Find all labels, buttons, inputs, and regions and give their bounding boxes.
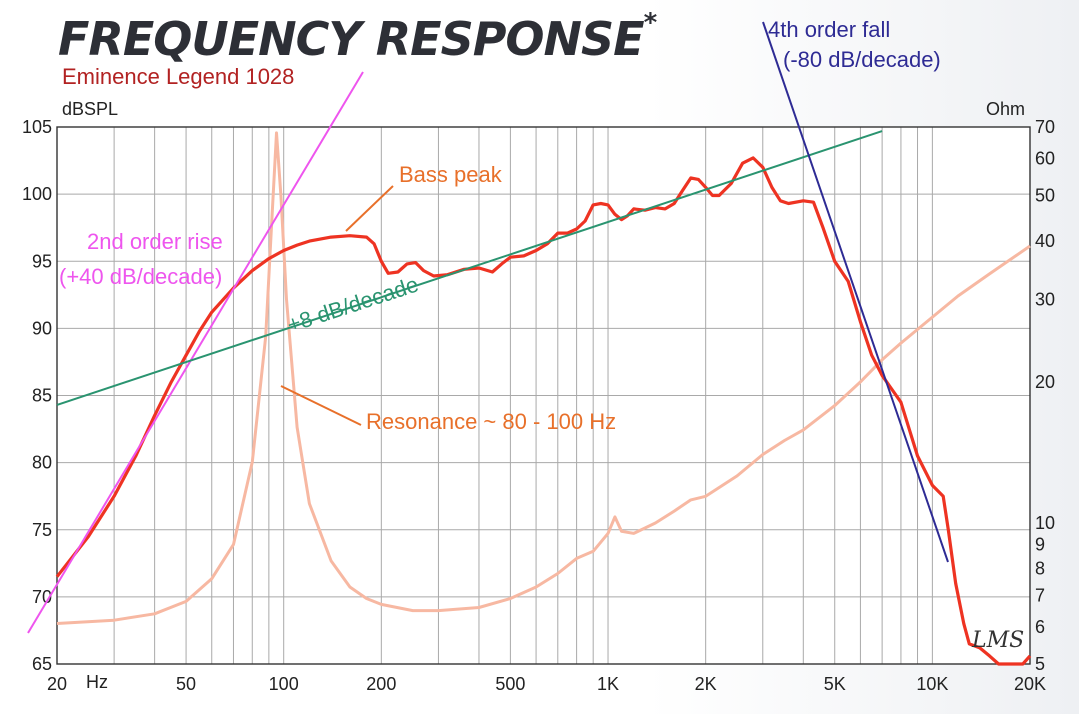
y2-axis-label: Ohm xyxy=(986,99,1026,119)
y-axis-label: dBSPL xyxy=(62,99,119,119)
x-tick-label: 100 xyxy=(269,674,299,694)
y-tick-label: 85 xyxy=(32,386,52,406)
y2-tick-label: 9 xyxy=(1035,534,1045,554)
y2-tick-label: 50 xyxy=(1035,185,1055,205)
y2-tick-label: 5 xyxy=(1035,654,1045,674)
resonance-label: Resonance ~ 80 - 100 Hz xyxy=(366,409,617,434)
impedance-curve xyxy=(56,131,1031,625)
y-tick-label: 105 xyxy=(22,117,52,137)
chart-subtitle: Eminence Legend 1028 xyxy=(62,64,295,89)
bass-peak-label: Bass peak xyxy=(399,162,502,187)
second-order-rise-line xyxy=(27,71,364,634)
bass-peak-leader xyxy=(345,185,394,232)
x-tick-label: 20 xyxy=(47,674,67,694)
y2-tick-label: 8 xyxy=(1035,558,1045,578)
y2-tick-label: 30 xyxy=(1035,289,1055,309)
y2-tick-label: 10 xyxy=(1035,513,1055,533)
y-tick-label: 90 xyxy=(32,318,52,338)
x-tick-label: 50 xyxy=(176,674,196,694)
fourth-order-fall-label: 4th order fall xyxy=(768,17,891,42)
plot-frame xyxy=(56,126,1031,665)
x-axis-unit-label: Hz xyxy=(86,672,108,692)
x-tick-label: 1K xyxy=(597,674,619,694)
y2-tick-label: 20 xyxy=(1035,372,1055,392)
x-tick-label: 500 xyxy=(495,674,525,694)
y-tick-label: 75 xyxy=(32,520,52,540)
x-tick-label: 2K xyxy=(695,674,717,694)
second-order-rise-rate-label: (+40 dB/decade) xyxy=(59,264,223,289)
y2-tick-label: 60 xyxy=(1035,148,1055,168)
y2-tick-label: 6 xyxy=(1035,617,1045,637)
fourth-order-fall-line xyxy=(762,21,949,563)
slope-8db-line xyxy=(56,130,883,406)
y2-tick-label: 40 xyxy=(1035,231,1055,251)
lms-logo: LMS xyxy=(972,628,1025,653)
x-tick-label: 200 xyxy=(366,674,396,694)
y2-tick-label: 70 xyxy=(1035,117,1055,137)
x-tick-label: 10K xyxy=(916,674,948,694)
resonance-leader xyxy=(280,385,362,426)
spl-curve xyxy=(55,156,1032,666)
fourth-order-fall-rate-label: (-80 dB/decade) xyxy=(783,47,941,72)
y-tick-label: 100 xyxy=(22,184,52,204)
chart-title: FREQUENCY RESPONSE* xyxy=(58,8,657,66)
y-tick-label: 80 xyxy=(32,453,52,473)
y-tick-label: 95 xyxy=(32,251,52,271)
second-order-rise-label: 2nd order rise xyxy=(87,229,223,254)
x-tick-label: 5K xyxy=(824,674,846,694)
y2-tick-label: 7 xyxy=(1035,586,1045,606)
y-tick-label: 65 xyxy=(32,654,52,674)
x-tick-label: 20K xyxy=(1014,674,1046,694)
